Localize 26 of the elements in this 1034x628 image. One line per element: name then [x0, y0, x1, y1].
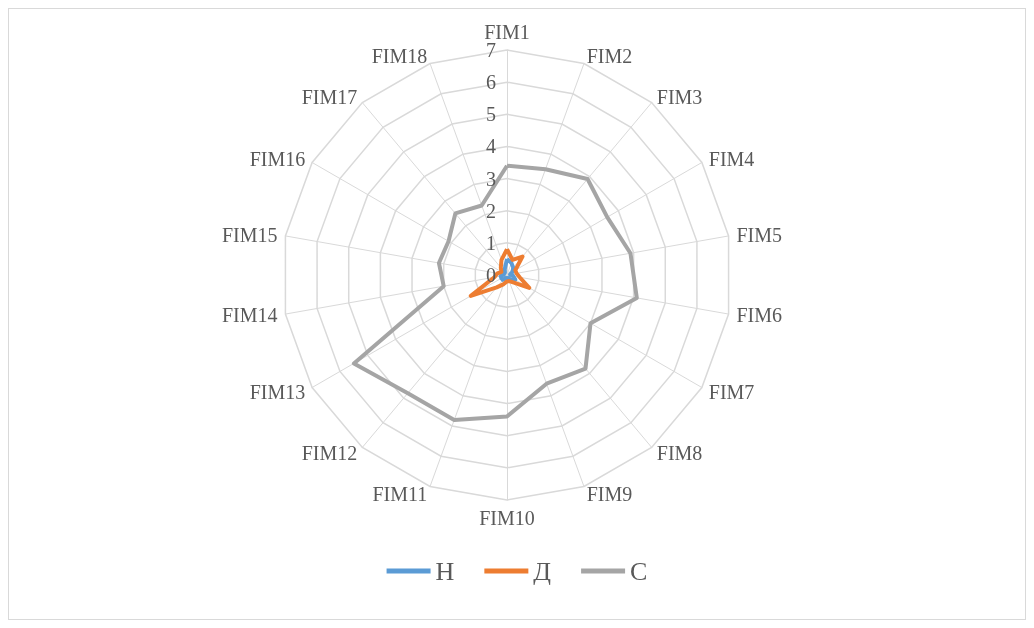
spoke-label: FIM5: [736, 223, 783, 246]
legend-label: Н: [435, 556, 455, 586]
spoke-label: FIM9: [586, 482, 633, 505]
spoke-label: FIM7: [708, 380, 755, 403]
spoke-label: FIM12: [301, 442, 358, 465]
y-tick-label: 6: [486, 71, 496, 94]
spoke-label: FIM8: [656, 442, 703, 465]
spoke-label: FIM18: [371, 45, 428, 68]
spoke-label: FIM14: [221, 304, 278, 327]
y-tick-label: 1: [486, 231, 496, 254]
y-tick-label: 2: [486, 199, 496, 222]
spoke-label: FIM6: [736, 304, 783, 327]
spoke-label: FIM4: [708, 147, 755, 170]
y-tick-label: 5: [486, 103, 496, 126]
spoke-label: FIM11: [372, 482, 428, 505]
spoke-label: FIM2: [586, 45, 633, 68]
spoke-label: FIM15: [221, 223, 278, 246]
legend-label: Д: [533, 556, 552, 586]
legend-label: С: [630, 556, 648, 586]
spoke-label: FIM16: [249, 147, 306, 170]
spoke-label: FIM10: [479, 507, 535, 529]
y-tick-label: 4: [486, 135, 496, 158]
spoke-label: FIM17: [301, 85, 358, 108]
y-tick-label: 3: [486, 167, 496, 190]
spoke-label: FIM13: [249, 380, 306, 403]
spoke-label: FIM3: [656, 85, 703, 108]
